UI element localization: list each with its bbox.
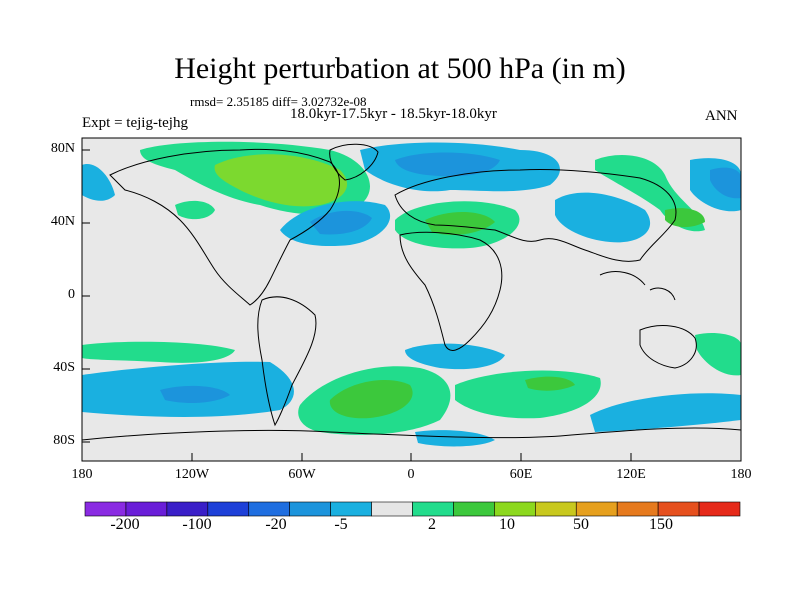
coastline-south-america (257, 296, 317, 427)
contour-negative-southern-ocean (590, 393, 741, 432)
contour-negative-atlantic-core (310, 210, 372, 235)
experiment-label: Expt = tejig-tejhg (82, 115, 188, 131)
colorbar-swatch (616, 501, 659, 517)
contour-strong-negative-arctic (395, 152, 500, 177)
colorbar-label: 10 (499, 516, 515, 533)
contour-negative-antarctic (415, 430, 495, 447)
colorbar-swatch (166, 501, 209, 517)
colorbar-label: -100 (182, 516, 212, 533)
lat-label-80n: 80N (50, 141, 75, 156)
contour-negative-southern-indian (405, 343, 505, 370)
contour-strong-europe (425, 211, 495, 235)
colorbar-swatch (657, 501, 700, 517)
chart-title: Height perturbation at 500 hPa (in m) (174, 52, 626, 85)
colorbar-swatch (248, 501, 290, 517)
contour-negative-asia (555, 192, 651, 243)
coastline-africa (399, 231, 503, 351)
colorbar-label: 150 (649, 516, 673, 533)
coastline-southeast-asia (599, 271, 676, 301)
lon-label-0: 0 (407, 467, 415, 482)
colorbar-swatch (698, 501, 741, 517)
colorbar-swatch (289, 501, 331, 517)
contour-strong-negative-south-pacific (160, 385, 230, 403)
season-label: ANN (705, 108, 738, 124)
axis-ticks (81, 149, 742, 461)
contour-negative-west-pacific (82, 164, 115, 201)
colorbar-swatch (535, 501, 577, 517)
contour-strong-north-america (214, 154, 348, 207)
coastline-greenland (329, 143, 379, 181)
colorbar-swatch (371, 501, 413, 517)
colorbar-swatch (125, 501, 168, 517)
lat-label-40s: 40S (53, 360, 75, 375)
contour-strong-south-atlantic (329, 380, 413, 419)
lon-label-60w: 60W (288, 467, 316, 482)
contour-positive-nw-atlantic (175, 200, 215, 220)
colorbar-label: -200 (110, 516, 140, 533)
colorbar-label: 2 (428, 516, 436, 533)
lon-label-60e: 60E (509, 467, 533, 482)
lon-label-180e: 180 (730, 467, 752, 482)
lat-label-80s: 80S (53, 433, 75, 448)
stats-line: rmsd= 2.35185 diff= 3.02732e-08 (190, 94, 367, 109)
colorbar-label: 50 (573, 516, 589, 533)
coastline-antarctica (81, 427, 742, 441)
colorbar-label: -20 (265, 516, 287, 533)
colorbar-label: -5 (334, 516, 348, 533)
colorbar-swatch (453, 501, 495, 517)
colorbar-swatch (84, 501, 127, 517)
lat-label-40n: 40N (50, 214, 75, 229)
colorbar-swatch (575, 501, 618, 517)
colorbar-swatch (207, 501, 250, 517)
contour-strong-indian-ocean (525, 376, 575, 391)
lat-label-0: 0 (68, 287, 75, 302)
contour-fills (82, 141, 741, 447)
coastlines (81, 143, 742, 441)
contour-strong-north-pacific (710, 167, 741, 199)
lon-label-120w: 120W (174, 467, 210, 482)
colorbar-swatch (330, 501, 372, 517)
period-line: 18.0kyr-17.5kyr - 18.5kyr-18.0kyr (290, 106, 497, 122)
contour-positive-australia (695, 333, 741, 376)
coastline-australia (639, 325, 697, 369)
contour-positive-south-pacific (82, 341, 235, 363)
lon-label-120e: 120E (616, 467, 646, 482)
coastline-north-america (109, 148, 340, 306)
coastline-europe-asia (394, 168, 677, 262)
lon-label-180w: 180 (71, 467, 93, 482)
contour-positive-nw-pacific (665, 208, 705, 228)
colorbar-swatch (412, 501, 454, 517)
colorbar-swatch (494, 501, 536, 517)
colorbar (84, 501, 741, 517)
